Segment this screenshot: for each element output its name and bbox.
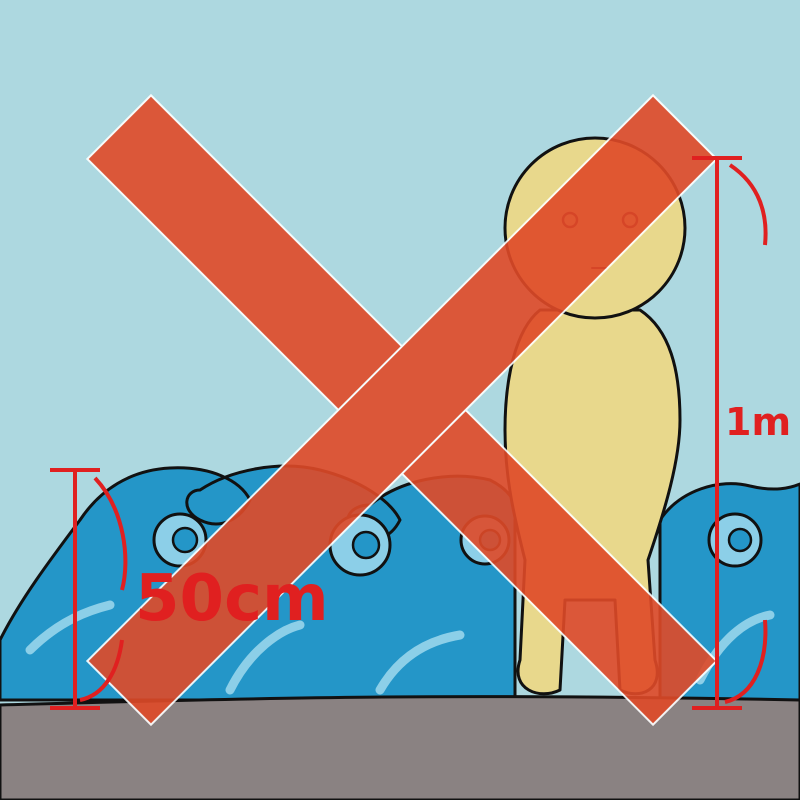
label-wave-height: 50cm: [135, 562, 329, 636]
measurement-bracket-person: [692, 156, 768, 710]
cross-mark: [85, 93, 719, 727]
label-person-height: 1m: [725, 400, 791, 444]
measurement-bracket-wave: [50, 468, 128, 710]
ground: [0, 695, 800, 800]
